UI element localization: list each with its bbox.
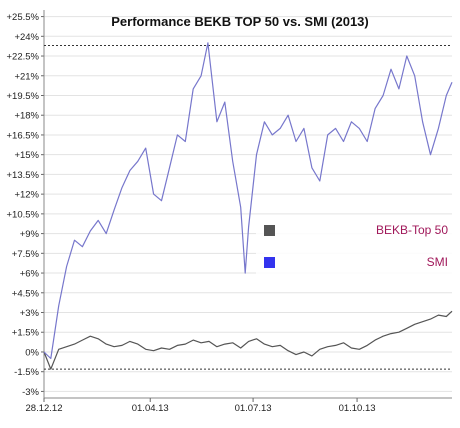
x-tick-label: 01.07.13 xyxy=(235,403,272,414)
series-line-bekb-top-50 xyxy=(43,310,453,370)
y-tick-label: +15% xyxy=(14,150,39,161)
x-tick-label: 01.04.13 xyxy=(132,403,169,414)
y-tick-label: +1.5% xyxy=(12,328,40,339)
legend-swatch xyxy=(264,225,275,236)
y-tick-label: +18% xyxy=(14,111,39,122)
legend: BEKB-Top 50 SMI xyxy=(256,218,452,280)
y-tick-label: +7.5% xyxy=(12,249,40,260)
y-tick-label: +21% xyxy=(14,71,39,82)
series-lines xyxy=(43,42,453,370)
legend-label: SMI xyxy=(427,255,448,269)
y-tick-label: +16.5% xyxy=(7,130,40,141)
legend-label: BEKB-Top 50 xyxy=(376,223,448,237)
x-tick-label: 01.10.13 xyxy=(339,403,376,414)
y-tick-label: +10.5% xyxy=(7,209,40,220)
y-tick-label: +3% xyxy=(20,308,40,319)
legend-swatch xyxy=(264,257,275,268)
y-tick-label: +13.5% xyxy=(7,170,40,181)
y-axis: +25.5% +24% +22.5% +21% +19.5% +18% +16.5% +15%… xyxy=(7,10,45,398)
grid-lines xyxy=(44,16,452,392)
legend-box xyxy=(256,218,452,280)
x-axis: 28.12.12 01.04.13 01.07.13 01.10.13 xyxy=(26,397,452,414)
y-tick-label: +22.5% xyxy=(7,52,40,63)
y-tick-label: 0% xyxy=(25,347,39,358)
y-tick-label: +12% xyxy=(14,190,39,201)
y-tick-label: -1.5% xyxy=(14,367,39,378)
y-tick-label: +9% xyxy=(20,229,40,240)
y-tick-label: +4.5% xyxy=(12,288,40,299)
y-tick-label: +25.5% xyxy=(7,12,40,23)
reference-lines xyxy=(44,45,452,370)
y-tick-label: +24% xyxy=(14,32,39,43)
y-tick-label: +6% xyxy=(20,269,40,280)
y-tick-label: -3% xyxy=(22,387,39,398)
series-line-smi xyxy=(43,42,453,360)
chart-title: Performance BEKB TOP 50 vs. SMI (2013) xyxy=(111,14,368,29)
x-tick-label: 28.12.12 xyxy=(26,403,63,414)
y-tick-label: +19.5% xyxy=(7,91,40,102)
